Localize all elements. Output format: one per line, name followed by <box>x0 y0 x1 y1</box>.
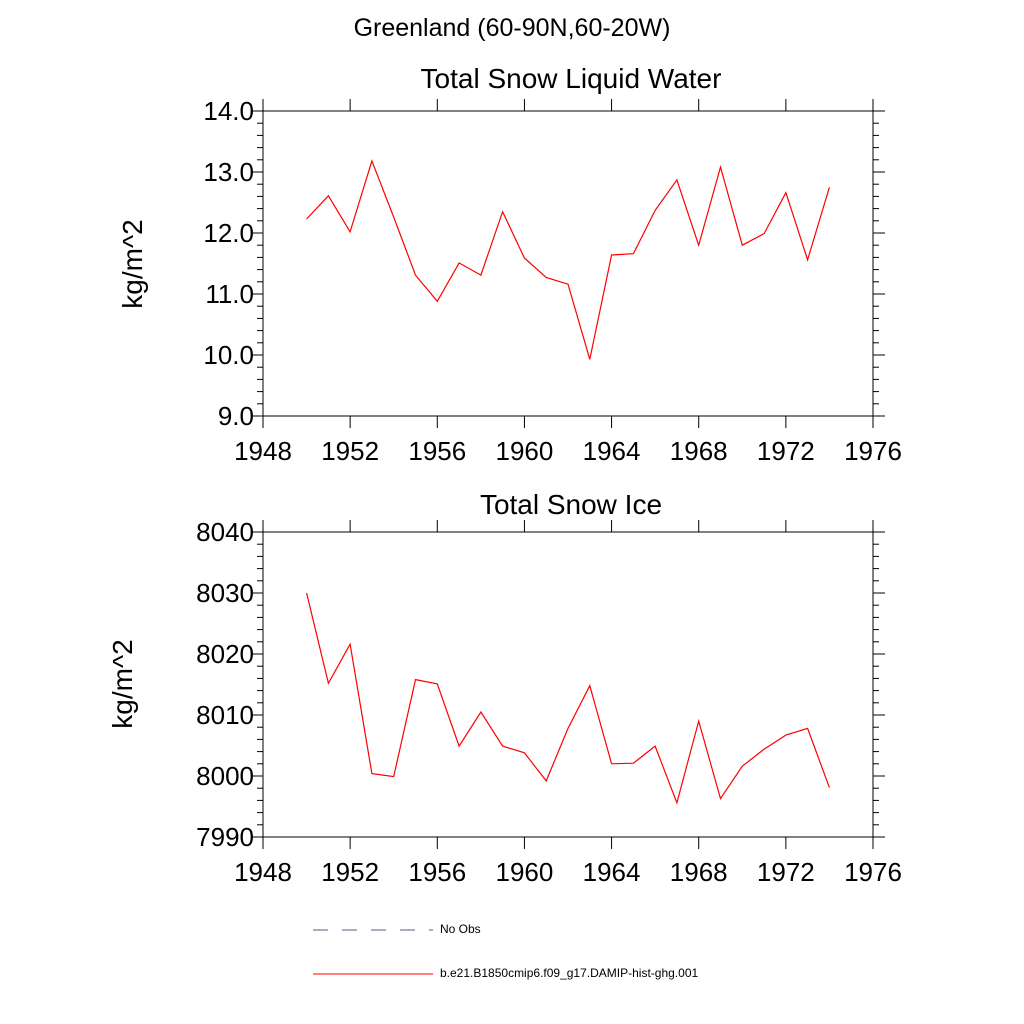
x-tick-label: 1952 <box>321 436 379 466</box>
y-tick-label: 13.0 <box>203 157 254 187</box>
legend-label-model-run: b.e21.B1850cmip6.f09_g17.DAMIP-hist-ghg.… <box>440 966 699 980</box>
x-tick-label: 1972 <box>757 436 815 466</box>
x-tick-label: 1976 <box>844 857 902 887</box>
y-tick-label: 8040 <box>196 517 254 547</box>
x-tick-label: 1968 <box>670 436 728 466</box>
x-tick-label: 1948 <box>234 436 292 466</box>
y-tick-label: 10.0 <box>203 340 254 370</box>
chart-panel-1: Total Snow Liquid Water kg/m^2 1948 1952 195… <box>117 63 902 466</box>
plot-frame <box>262 531 874 838</box>
series-line-1 <box>306 159 830 360</box>
y-tick-label: 11.0 <box>205 279 254 309</box>
x-tick-label: 1968 <box>670 857 728 887</box>
x-tick-label: 1956 <box>408 436 466 466</box>
y-tick-label: 8010 <box>196 700 254 730</box>
legend <box>313 929 433 975</box>
y-tick-label: 8030 <box>196 578 254 608</box>
chart-panel-2: Total Snow Ice kg/m^2 1948 1952 1956 1960 1964… <box>107 489 902 887</box>
plot-frame <box>262 110 874 417</box>
y-tick-label: 8020 <box>196 639 254 669</box>
y-tick-label: 14.0 <box>203 96 254 126</box>
y-tick-label: 9.0 <box>218 401 254 431</box>
y-tick-label: 12.0 <box>203 218 254 248</box>
x-tick-label: 1964 <box>583 436 641 466</box>
x-tick-label: 1960 <box>496 857 554 887</box>
figure-suptitle: Greenland (60-90N,60-20W) <box>353 14 671 42</box>
series-line-1 <box>306 592 830 805</box>
x-tick-label: 1964 <box>583 857 641 887</box>
y-tick-label: 7990 <box>196 822 254 852</box>
y-axis-label: kg/m^2 <box>107 639 138 728</box>
legend-label-no-obs: No Obs <box>440 922 481 936</box>
y-axis-label: kg/m^2 <box>117 219 148 308</box>
x-tick-label: 1952 <box>321 857 379 887</box>
y-tick-label: 8000 <box>196 761 254 791</box>
x-tick-label: 1960 <box>496 436 554 466</box>
chart-title: Total Snow Ice <box>480 489 662 520</box>
x-tick-label: 1948 <box>234 857 292 887</box>
x-tick-label: 1956 <box>408 857 466 887</box>
x-tick-label: 1976 <box>844 436 902 466</box>
x-tick-label: 1972 <box>757 857 815 887</box>
chart-title: Total Snow Liquid Water <box>421 63 722 94</box>
